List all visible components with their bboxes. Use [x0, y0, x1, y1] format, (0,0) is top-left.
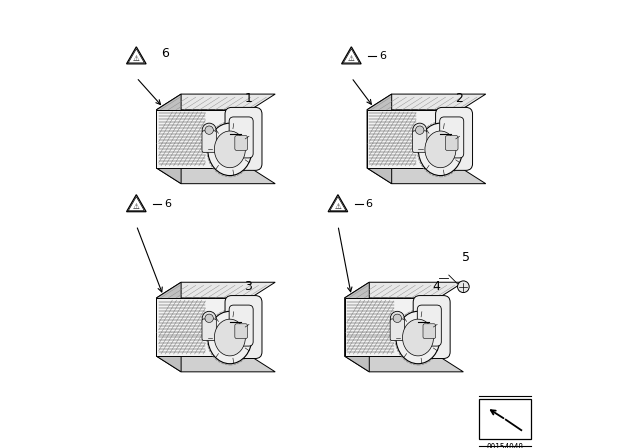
Text: ⚠: ⚠ — [335, 202, 341, 211]
Circle shape — [413, 123, 427, 137]
Text: ⚠: ⚠ — [133, 202, 140, 211]
FancyBboxPatch shape — [235, 324, 248, 339]
Circle shape — [393, 314, 401, 323]
Polygon shape — [367, 94, 392, 184]
FancyBboxPatch shape — [225, 108, 262, 170]
FancyBboxPatch shape — [423, 324, 436, 339]
Ellipse shape — [419, 123, 463, 176]
Polygon shape — [328, 195, 348, 212]
Polygon shape — [156, 282, 275, 298]
Ellipse shape — [214, 319, 245, 356]
FancyBboxPatch shape — [440, 117, 464, 158]
Polygon shape — [344, 298, 439, 356]
Circle shape — [205, 314, 213, 323]
Polygon shape — [156, 110, 250, 168]
Text: 00154048: 00154048 — [486, 443, 524, 448]
Text: 6: 6 — [164, 199, 171, 209]
Text: 3: 3 — [244, 280, 252, 293]
Polygon shape — [156, 94, 181, 184]
FancyBboxPatch shape — [225, 296, 262, 358]
FancyBboxPatch shape — [235, 136, 248, 151]
Circle shape — [458, 281, 469, 293]
Circle shape — [390, 311, 404, 325]
Polygon shape — [367, 94, 486, 110]
Polygon shape — [156, 168, 275, 184]
Polygon shape — [344, 282, 463, 298]
Text: 5: 5 — [461, 251, 470, 264]
Polygon shape — [367, 168, 486, 184]
Polygon shape — [344, 356, 463, 372]
FancyBboxPatch shape — [229, 117, 253, 158]
FancyBboxPatch shape — [445, 136, 458, 151]
Text: 6: 6 — [365, 199, 372, 209]
Ellipse shape — [208, 311, 252, 364]
Ellipse shape — [214, 131, 245, 168]
Ellipse shape — [396, 311, 440, 364]
Text: ⚠: ⚠ — [348, 54, 355, 63]
Ellipse shape — [403, 319, 433, 356]
Text: 2: 2 — [455, 92, 463, 105]
Polygon shape — [344, 282, 369, 372]
FancyBboxPatch shape — [413, 131, 427, 152]
FancyBboxPatch shape — [202, 131, 216, 152]
Circle shape — [205, 126, 213, 134]
Circle shape — [202, 123, 216, 137]
Polygon shape — [127, 47, 146, 64]
Polygon shape — [156, 298, 250, 356]
Polygon shape — [127, 195, 146, 212]
Text: 4: 4 — [433, 280, 440, 293]
FancyBboxPatch shape — [413, 296, 450, 358]
Polygon shape — [156, 356, 275, 372]
Text: ⚠: ⚠ — [133, 54, 140, 63]
Text: 6: 6 — [161, 47, 169, 60]
FancyBboxPatch shape — [436, 108, 472, 170]
Text: 6: 6 — [379, 51, 386, 61]
Polygon shape — [342, 47, 361, 64]
Circle shape — [202, 311, 216, 325]
FancyBboxPatch shape — [390, 319, 404, 340]
Ellipse shape — [208, 123, 252, 176]
FancyBboxPatch shape — [202, 319, 216, 340]
Polygon shape — [367, 110, 461, 168]
FancyBboxPatch shape — [229, 305, 253, 346]
Polygon shape — [156, 94, 275, 110]
Bar — [479, 399, 531, 439]
Text: 1: 1 — [244, 92, 252, 105]
Polygon shape — [156, 282, 181, 372]
Circle shape — [415, 126, 424, 134]
Ellipse shape — [425, 131, 456, 168]
FancyBboxPatch shape — [417, 305, 442, 346]
